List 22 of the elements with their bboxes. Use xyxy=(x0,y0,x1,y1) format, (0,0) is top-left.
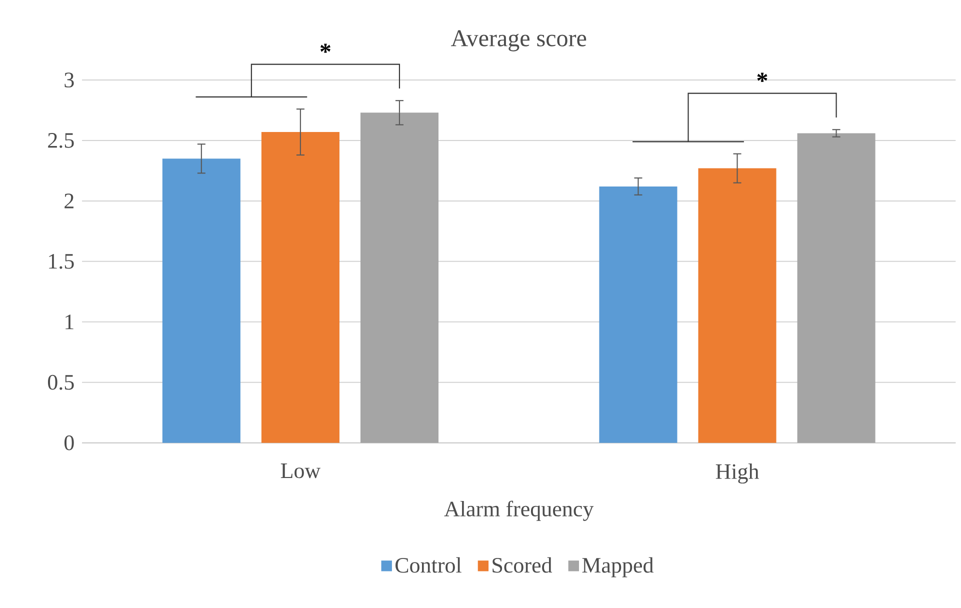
bar xyxy=(261,132,340,443)
bar xyxy=(797,133,876,443)
y-tick-label: 3 xyxy=(64,72,74,88)
bar xyxy=(162,158,240,443)
y-tick-label: 0 xyxy=(64,435,74,450)
legend-label: Scored xyxy=(492,557,552,573)
bar xyxy=(698,168,776,443)
x-tick-label: High xyxy=(716,463,759,484)
bar xyxy=(360,112,438,443)
y-tick-label: 1 xyxy=(66,314,74,330)
x-tick-label: Low xyxy=(280,463,321,478)
annotation: * xyxy=(757,72,768,82)
y-tick-label: 1.5 xyxy=(49,254,74,269)
y-tick-label: 0.5 xyxy=(48,374,74,390)
text: * xyxy=(320,44,330,53)
legend-label: Mapped xyxy=(582,557,654,578)
chart-title: Average score xyxy=(450,30,586,52)
y-tick-label: 2.5 xyxy=(48,132,74,148)
legend-label: Control xyxy=(396,557,462,573)
y-tick-label: 2 xyxy=(64,194,74,208)
x-axis-title: Alarm frequency xyxy=(444,500,594,521)
bar xyxy=(599,186,678,443)
